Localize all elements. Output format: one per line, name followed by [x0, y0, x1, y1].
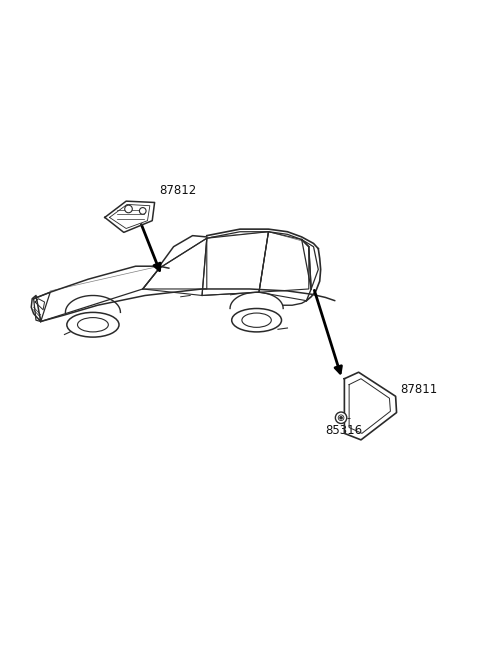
Circle shape: [336, 412, 347, 424]
Ellipse shape: [232, 308, 281, 332]
Circle shape: [125, 205, 132, 213]
Circle shape: [340, 417, 342, 419]
Text: 85316: 85316: [325, 424, 362, 438]
Text: 87812: 87812: [159, 184, 197, 197]
Ellipse shape: [242, 313, 271, 327]
Ellipse shape: [77, 318, 108, 332]
Circle shape: [139, 207, 146, 215]
Text: 87811: 87811: [400, 383, 438, 396]
Circle shape: [338, 415, 344, 420]
Ellipse shape: [67, 312, 119, 337]
